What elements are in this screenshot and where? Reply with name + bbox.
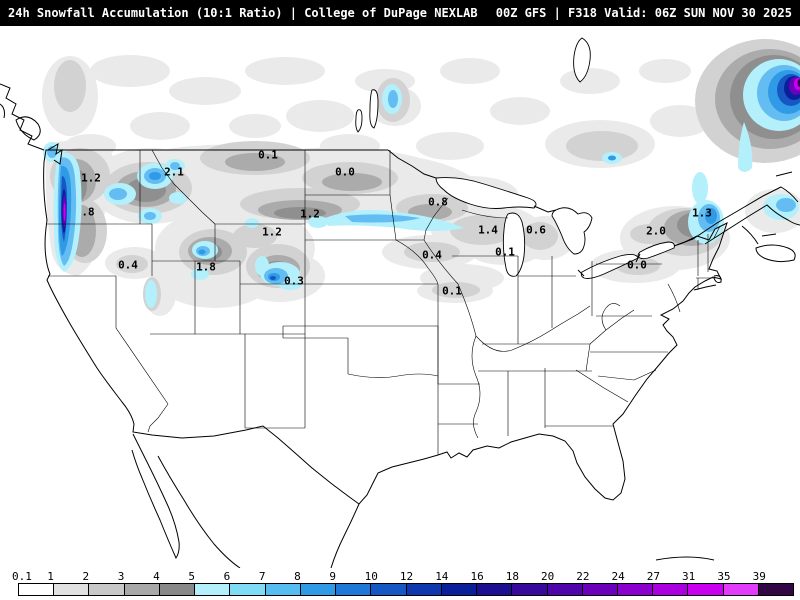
state-borders-layer <box>46 149 721 455</box>
color-scale-legend: 0.1 1 2 3 4 5 6 7 8 9 10 12 14 16 18 20 22 24 27 31 35 39 <box>0 568 800 600</box>
coastline-layer <box>0 83 800 568</box>
legend-swatch <box>582 583 618 596</box>
legend-swatch <box>617 583 654 596</box>
legend-tick: 4 <box>153 569 160 583</box>
legend-swatch <box>653 583 689 596</box>
legend-tick: 31 <box>682 569 696 583</box>
legend-tick: 22 <box>576 569 590 583</box>
model-run-info: 00Z GFS | F318 Valid: 06Z SUN NOV 30 202… <box>495 6 792 20</box>
snowfall-max-label: 0.1 <box>442 284 462 298</box>
legend-tick: 20 <box>540 569 555 583</box>
legend-swatch <box>406 583 442 596</box>
legend-tick: 8 <box>294 569 301 583</box>
legend-tick: 1 <box>47 569 54 583</box>
legend-swatch <box>441 583 478 596</box>
legend-tick: 0.1 <box>12 569 32 583</box>
map-area: 0.1 0.0 1.2 2.1 .8 1.2 0.8 1.4 0.6 1.3 2.0 0.4 1.8 1.… <box>0 26 800 568</box>
lake-manitoba <box>355 109 363 133</box>
snowfall-max-label: 1.2 <box>262 225 282 239</box>
legend-swatch <box>89 583 125 596</box>
legend-tick-labels: 0.1 1 2 3 4 5 6 7 8 9 10 12 14 16 18 20 22 24 27 31 35 39 <box>12 568 794 583</box>
lake-ontario <box>637 241 675 260</box>
lake-michigan <box>502 212 526 277</box>
legend-swatch <box>758 583 795 596</box>
us-snowfall-map <box>0 37 800 568</box>
snowfall-max-label: 1.4 <box>478 223 498 237</box>
lakes-layer <box>355 37 675 279</box>
snowfall-max-label: 0.1 <box>495 245 515 259</box>
legend-swatch <box>124 583 160 596</box>
legend-swatch <box>300 583 337 596</box>
snowfall-max-label: 0.0 <box>627 258 647 272</box>
legend-swatch <box>265 583 301 596</box>
legend-tick: 27 <box>646 569 661 583</box>
legend-swatch <box>54 583 90 596</box>
legend-tick: 18 <box>505 569 519 583</box>
snowfall-max-label: 0.3 <box>284 274 304 288</box>
legend-tick: 12 <box>399 569 414 583</box>
snowfall-max-label: 0.4 <box>118 258 138 272</box>
legend-tick: 35 <box>717 569 731 583</box>
legend-tick: 2 <box>82 569 90 583</box>
legend-tick: 5 <box>188 569 195 583</box>
legend-tick: 9 <box>329 569 337 583</box>
legend-swatch <box>159 583 196 596</box>
snowfall-max-label: 2.1 <box>164 165 184 179</box>
legend-swatch <box>371 583 407 596</box>
legend-swatch <box>230 583 266 596</box>
legend-color-swatches <box>18 583 795 596</box>
snowfall-max-label: 0.4 <box>422 248 442 262</box>
lake-winnipeg <box>369 89 379 129</box>
legend-swatch <box>477 583 513 596</box>
legend-swatch <box>547 583 583 596</box>
snow-shading-layer <box>42 39 800 316</box>
lake-superior <box>435 177 537 209</box>
legend-tick: 24 <box>611 569 625 583</box>
legend-tick: 6 <box>223 569 231 583</box>
legend-tick: 3 <box>117 569 125 583</box>
title-bar: 24h Snowfall Accumulation (10:1 Ratio) |… <box>0 0 800 26</box>
legend-swatch <box>195 583 231 596</box>
legend-tick: 7 <box>258 569 266 583</box>
legend-tick: 10 <box>364 569 378 583</box>
lake-huron <box>551 207 593 255</box>
snowfall-max-label: 1.2 <box>81 171 101 185</box>
legend-tick: 16 <box>470 569 484 583</box>
snowfall-max-label: 1.3 <box>692 206 712 220</box>
product-title: 24h Snowfall Accumulation (10:1 Ratio) |… <box>8 6 478 20</box>
snowfall-max-label: 0.0 <box>335 165 355 179</box>
lake-erie <box>580 253 639 279</box>
snowfall-max-label: .8 <box>81 205 95 219</box>
james-bay <box>573 37 591 83</box>
legend-swatch <box>688 583 724 596</box>
snowfall-max-label: 1.8 <box>196 260 216 274</box>
legend-swatch <box>512 583 548 596</box>
legend-swatch <box>18 583 55 596</box>
snowfall-max-label: 2.0 <box>646 224 666 238</box>
legend-tick: 14 <box>435 569 449 583</box>
legend-tick: 39 <box>752 569 766 583</box>
snowfall-max-label: 0.8 <box>428 195 448 209</box>
snowfall-max-label: 0.6 <box>526 223 546 237</box>
legend-swatch <box>336 583 372 596</box>
legend-swatch <box>723 583 759 596</box>
snowfall-max-label: 0.1 <box>258 148 278 162</box>
snowfall-max-label: 1.2 <box>300 207 320 221</box>
